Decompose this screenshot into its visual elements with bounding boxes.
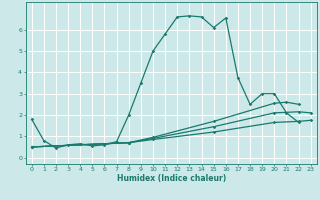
X-axis label: Humidex (Indice chaleur): Humidex (Indice chaleur) <box>116 174 226 183</box>
